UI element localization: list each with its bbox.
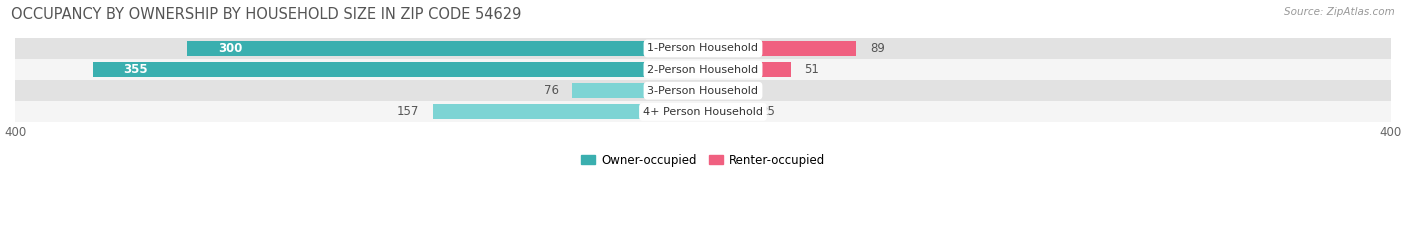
Bar — [703, 41, 856, 56]
Bar — [703, 104, 747, 120]
Bar — [433, 104, 703, 120]
Legend: Owner-occupied, Renter-occupied: Owner-occupied, Renter-occupied — [576, 149, 830, 171]
Text: 4+ Person Household: 4+ Person Household — [643, 107, 763, 117]
Bar — [15, 80, 1391, 101]
Bar — [15, 38, 1391, 59]
Text: 51: 51 — [804, 63, 820, 76]
Bar — [15, 101, 1391, 123]
Bar — [187, 41, 703, 56]
Bar — [93, 62, 703, 77]
Bar — [572, 83, 703, 98]
Text: 157: 157 — [396, 105, 419, 118]
Text: 3-Person Household: 3-Person Household — [648, 86, 758, 96]
Text: 1-Person Household: 1-Person Household — [648, 43, 758, 53]
Text: 355: 355 — [124, 63, 148, 76]
Text: 300: 300 — [218, 42, 243, 55]
Text: OCCUPANCY BY OWNERSHIP BY HOUSEHOLD SIZE IN ZIP CODE 54629: OCCUPANCY BY OWNERSHIP BY HOUSEHOLD SIZE… — [11, 7, 522, 22]
Bar — [15, 59, 1391, 80]
Bar — [703, 83, 731, 98]
Text: 25: 25 — [759, 105, 775, 118]
Text: 76: 76 — [544, 84, 558, 97]
Text: 2-Person Household: 2-Person Household — [647, 65, 759, 75]
Bar — [703, 62, 790, 77]
Text: 89: 89 — [870, 42, 884, 55]
Text: 16: 16 — [744, 84, 759, 97]
Text: Source: ZipAtlas.com: Source: ZipAtlas.com — [1284, 7, 1395, 17]
